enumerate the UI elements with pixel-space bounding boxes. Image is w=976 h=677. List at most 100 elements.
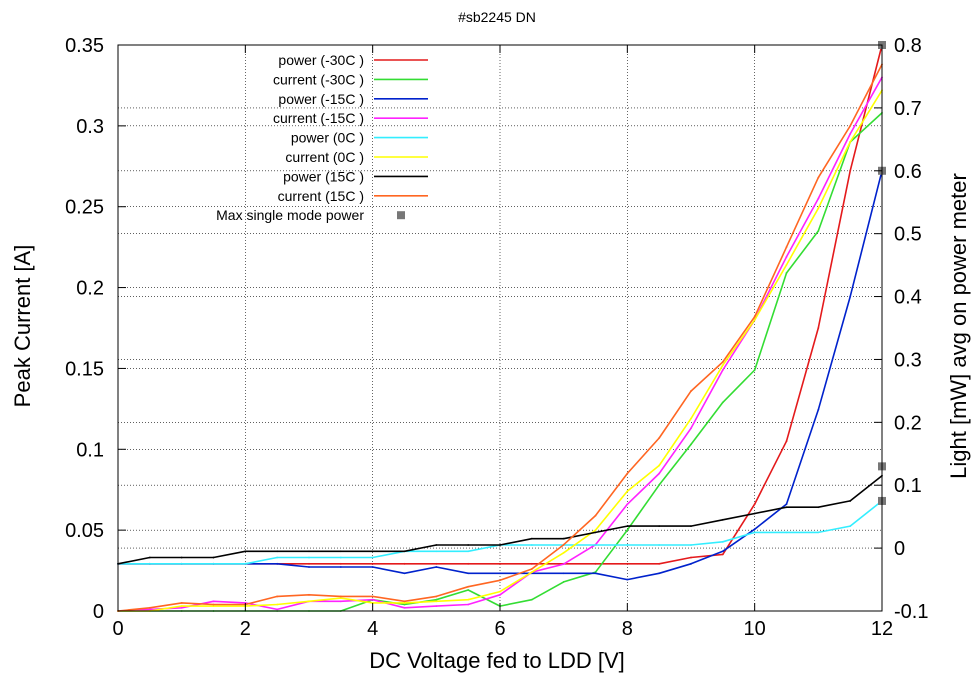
series-3-point (817, 197, 820, 200)
series-6-point (403, 550, 406, 553)
series-4-point (594, 544, 597, 546)
series-6-point (690, 525, 692, 527)
series-3-point (467, 603, 470, 606)
series-4-point (276, 556, 279, 559)
series-5-point (626, 490, 629, 493)
series-2-point (339, 566, 342, 568)
y2-tick-label: 0.1 (894, 475, 922, 497)
x-tick-label: 4 (367, 618, 378, 640)
series-6-point (817, 506, 820, 509)
series-2-point (849, 295, 852, 298)
series-7-point (180, 602, 183, 604)
series-7-point (626, 472, 629, 475)
y2-tick-label: 0.6 (894, 161, 922, 183)
series-1-point (626, 529, 629, 532)
legend-label: current (-15C ) (273, 110, 364, 126)
x-tick-label: 6 (494, 618, 505, 640)
series-2-point (594, 572, 597, 575)
series-6-point (562, 537, 565, 540)
series-0-point (785, 440, 788, 443)
series-7-point (817, 176, 820, 179)
series-5-point (499, 590, 501, 593)
series-5-point (594, 529, 597, 532)
x-axis-title: DC Voltage fed to LDD [V] (369, 648, 625, 673)
x-tick-label: 8 (622, 618, 633, 640)
series-2-point (690, 562, 692, 565)
series-3-point (403, 606, 406, 609)
series-4-point (467, 550, 470, 553)
series-5-point (785, 264, 788, 266)
series-3-point (785, 255, 788, 258)
series-6-point (753, 512, 756, 515)
series-0-point (690, 556, 692, 559)
series-6-point (658, 525, 661, 527)
series-6-point (626, 525, 629, 527)
x-tick-label: 0 (112, 618, 123, 640)
series-7-point (849, 124, 852, 127)
series-4-point (244, 562, 247, 565)
series-6-point (785, 506, 788, 509)
series-3-point (435, 605, 438, 608)
series-5-point (562, 551, 565, 554)
series-4-point (180, 562, 183, 565)
series-6-point (530, 537, 533, 540)
series-2-point (626, 578, 629, 581)
series-0-point (594, 562, 597, 565)
series-3-point (180, 606, 183, 609)
series-4-point (753, 531, 756, 534)
series-4-point (435, 550, 438, 553)
y2-tick-label: 0.8 (894, 35, 922, 57)
series-7-point (594, 514, 597, 517)
series-0-point (499, 562, 501, 565)
y-tick-label: 0.25 (65, 197, 104, 219)
y2-tick-label: 0.5 (894, 224, 922, 246)
legend-label: power (15C ) (283, 168, 364, 184)
series-1-point (721, 401, 724, 404)
series-2-point (308, 566, 310, 568)
series-6-point (339, 550, 342, 553)
series-5-point (308, 600, 310, 603)
series-5-point (753, 319, 756, 321)
series-6-point (244, 550, 247, 553)
series-7-point (276, 595, 279, 598)
series-7-point (658, 437, 661, 439)
series-2-point (467, 572, 470, 575)
series-7-point (371, 595, 374, 598)
legend-label: current (-30C ) (273, 71, 364, 87)
series-3-point (276, 608, 279, 611)
series-2-point (785, 503, 788, 505)
series-5-point (276, 603, 279, 606)
series-0-point (817, 327, 820, 329)
x-tick-label: 2 (240, 618, 251, 640)
series-2-point (276, 562, 279, 565)
series-5-point (849, 141, 852, 143)
series-5-point (530, 571, 533, 574)
series-4-point (530, 544, 533, 546)
series-3-point (212, 600, 215, 603)
series-4-point (148, 562, 151, 565)
series-3-point (499, 593, 501, 596)
series-4-point (817, 531, 820, 534)
y2-tick-label: 0.7 (894, 98, 922, 120)
series-4-point (658, 544, 661, 546)
series-5-point (435, 600, 438, 603)
series-4-point (339, 556, 342, 559)
series-0-point (658, 562, 661, 565)
series-2-point (658, 572, 661, 575)
y-axis-title: Peak Current [A] (10, 245, 35, 408)
y-tick-label: 0 (93, 601, 104, 623)
series-1-point (690, 443, 692, 446)
y-tick-label: 0.15 (65, 358, 104, 380)
series-6-point (308, 550, 310, 553)
series-5-point (817, 207, 820, 210)
series-3-point (658, 472, 661, 475)
series-4-point (721, 540, 724, 543)
series-3-point (148, 608, 151, 611)
legend-label: power (0C ) (291, 130, 364, 146)
series-7-point (785, 246, 788, 249)
series-2-point (403, 572, 406, 575)
series-2-point (817, 408, 820, 411)
series-0-point (530, 562, 533, 565)
series-6-point (148, 556, 151, 559)
series-4-point (212, 562, 215, 565)
